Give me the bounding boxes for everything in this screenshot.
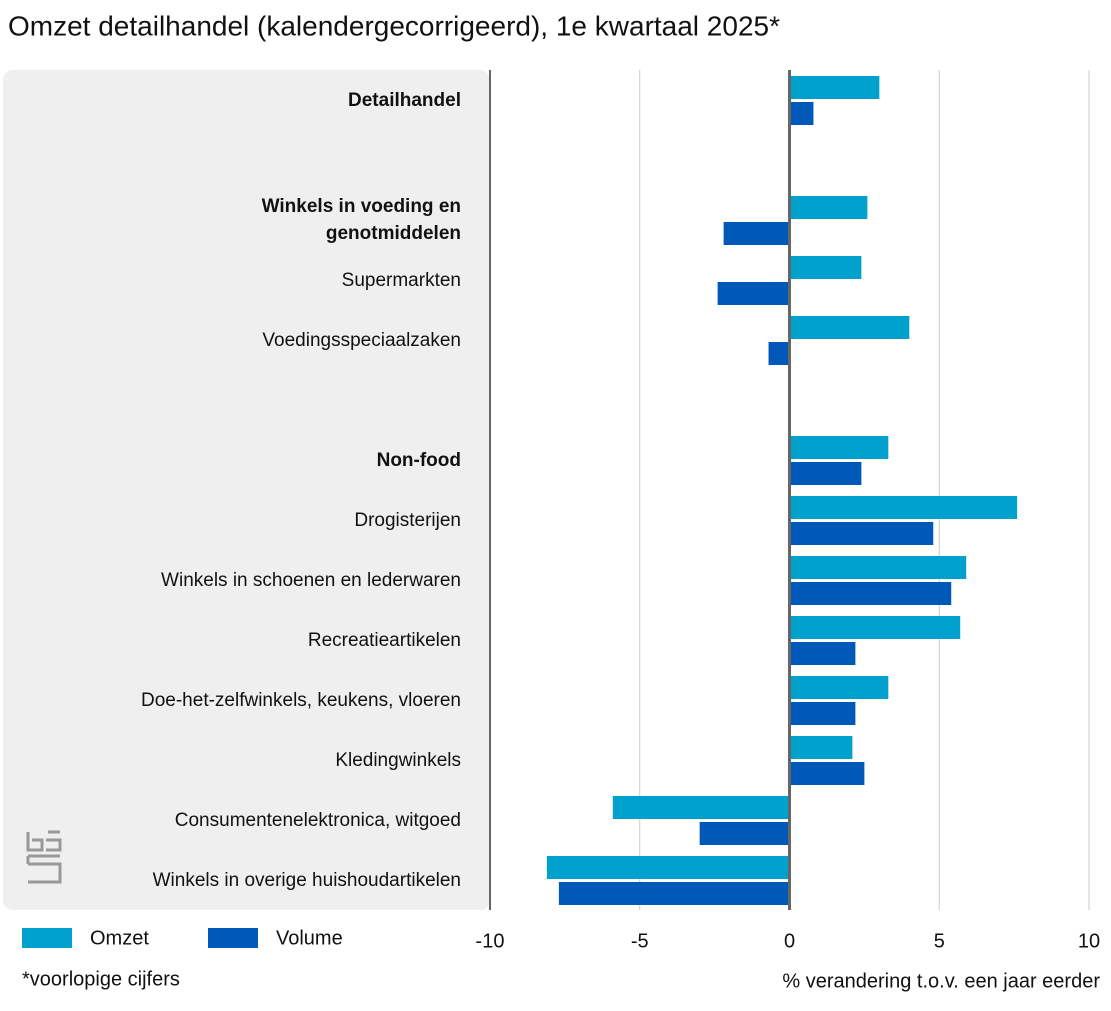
x-tick-label: -5 xyxy=(631,930,649,952)
bar xyxy=(789,582,952,605)
y-tick-label: Winkels in voeding en genotmiddelen xyxy=(261,196,461,244)
bar xyxy=(789,642,856,665)
bar xyxy=(789,522,934,545)
bar xyxy=(546,856,790,879)
bar xyxy=(789,676,889,699)
x-tick-label: 10 xyxy=(1078,930,1100,952)
y-tick-label: Kledingwinkels xyxy=(335,749,461,771)
bar xyxy=(789,616,961,639)
bar xyxy=(789,256,862,279)
bar xyxy=(789,462,862,485)
y-tick-label: Consumentenelektronica, witgoed xyxy=(174,809,461,831)
x-tick-label: -10 xyxy=(476,930,505,952)
bar xyxy=(789,196,868,219)
y-tick-label: Doe-het-zelfwinkels, keukens, vloeren xyxy=(141,689,461,711)
y-tick-label: Winkels in schoenen en lederwaren xyxy=(161,569,461,591)
x-axis-label: % verandering t.o.v. een jaar eerder xyxy=(782,970,1100,992)
bar xyxy=(723,222,790,245)
legend-label: Volume xyxy=(276,927,343,949)
y-tick-label: Supermarkten xyxy=(341,269,461,291)
chart-title: Omzet detailhandel (kalendergecorrigeerd… xyxy=(8,10,780,41)
y-tick-label: Drogisterijen xyxy=(354,509,461,531)
cbs-logo xyxy=(26,830,62,884)
bar xyxy=(789,736,853,759)
bar xyxy=(612,796,790,819)
bar xyxy=(789,102,814,125)
label-panel xyxy=(3,70,490,910)
y-tick-label: Detailhandel xyxy=(348,89,461,111)
footnote: *voorlopige cijfers xyxy=(22,968,180,990)
bar xyxy=(789,436,889,459)
x-tick-label: 5 xyxy=(934,930,945,952)
x-tick-label: 0 xyxy=(784,930,795,952)
bar xyxy=(789,762,865,785)
legend-swatch xyxy=(22,928,72,948)
legend-label: Omzet xyxy=(90,927,149,949)
y-tick-label: Non-food xyxy=(376,449,461,471)
bar xyxy=(717,282,790,305)
bar xyxy=(699,822,790,845)
y-tick-label: Voedingsspeciaalzaken xyxy=(262,329,461,351)
legend-swatch xyxy=(208,928,258,948)
bar xyxy=(768,342,790,365)
bar xyxy=(789,316,910,339)
y-tick-label: Recreatieartikelen xyxy=(307,629,461,651)
bar xyxy=(789,702,856,725)
y-tick-label: Winkels in overige huishoudartikelen xyxy=(152,869,461,891)
bar xyxy=(789,496,1018,519)
bar xyxy=(789,556,967,579)
bar xyxy=(558,882,790,905)
bar xyxy=(789,76,880,99)
